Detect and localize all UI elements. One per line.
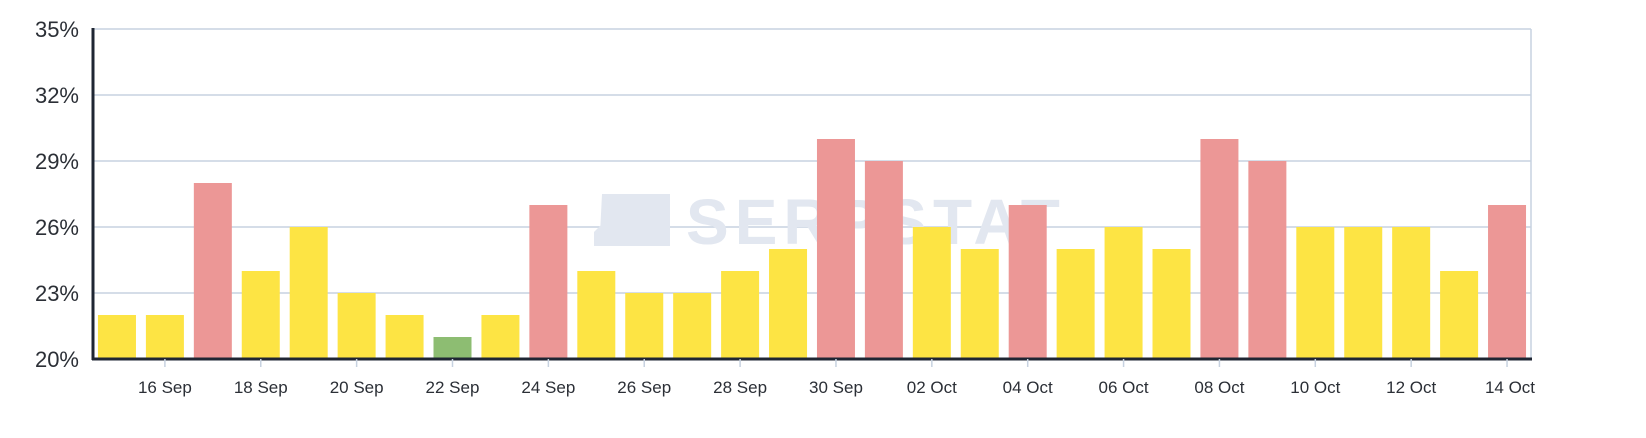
bar-13-oct[interactable] [1440,271,1479,359]
bar-30-sep[interactable] [816,139,855,359]
y-tick-label: 26% [35,215,79,240]
x-tick-label: 30 Sep [809,378,863,397]
x-tick-label: 02 Oct [907,378,957,397]
x-tick-label: 14 Oct [1485,378,1535,397]
bar-26-sep[interactable] [625,293,664,359]
bar-01-oct[interactable] [864,161,903,359]
bar-09-oct[interactable] [1248,161,1287,359]
bar-24-sep[interactable] [529,205,568,359]
bar-15-sep[interactable] [97,315,136,359]
bar-07-oct[interactable] [1152,249,1191,359]
x-tick-label: 18 Sep [234,378,288,397]
bar-18-sep[interactable] [241,271,280,359]
x-tick-label: 26 Sep [617,378,671,397]
x-tick-label: 20 Sep [330,378,384,397]
bar-28-sep[interactable] [721,271,760,359]
x-tick-label: 04 Oct [1003,378,1053,397]
bar-21-sep[interactable] [385,315,424,359]
x-tick-label: 10 Oct [1290,378,1340,397]
bar-20-sep[interactable] [337,293,376,359]
bars-layer [97,139,1527,359]
bar-06-oct[interactable] [1104,227,1143,359]
axis-layer [91,28,1532,361]
bar-29-sep[interactable] [769,249,808,359]
grid-layer [93,28,1532,359]
x-tick-label: 08 Oct [1194,378,1244,397]
y-tick-label: 23% [35,281,79,306]
bar-14-oct[interactable] [1488,205,1527,359]
x-tick-label: 22 Sep [426,378,480,397]
bar-11-oct[interactable] [1344,227,1383,359]
bar-04-oct[interactable] [1008,205,1047,359]
bar-03-oct[interactable] [960,249,999,359]
bar-17-sep[interactable] [193,183,232,359]
bar-02-oct[interactable] [912,227,951,359]
bar-12-oct[interactable] [1392,227,1431,359]
bar-27-sep[interactable] [673,293,712,359]
watermark-logo-icon [594,194,670,246]
y-tick-labels: 20% 23% 26% 29% 32% 35% [35,17,79,372]
bar-05-oct[interactable] [1056,249,1095,359]
bar-22-sep[interactable] [433,337,472,359]
bar-10-oct[interactable] [1296,227,1335,359]
bar-08-oct[interactable] [1200,139,1239,359]
x-tick-labels: 16 Sep 18 Sep 20 Sep 22 Sep 24 Sep 26 Sep 28 S… [138,359,1535,397]
x-tick-label: 06 Oct [1099,378,1149,397]
y-tick-label: 29% [35,149,79,174]
bar-19-sep[interactable] [289,227,328,359]
y-tick-label: 20% [35,347,79,372]
bar-25-sep[interactable] [577,271,616,359]
x-tick-label: 28 Sep [713,378,767,397]
x-tick-label: 12 Oct [1386,378,1436,397]
x-tick-label: 16 Sep [138,378,192,397]
y-tick-label: 35% [35,17,79,42]
bar-23-sep[interactable] [481,315,520,359]
y-tick-label: 32% [35,83,79,108]
bar-16-sep[interactable] [145,315,184,359]
x-tick-label: 24 Sep [521,378,575,397]
